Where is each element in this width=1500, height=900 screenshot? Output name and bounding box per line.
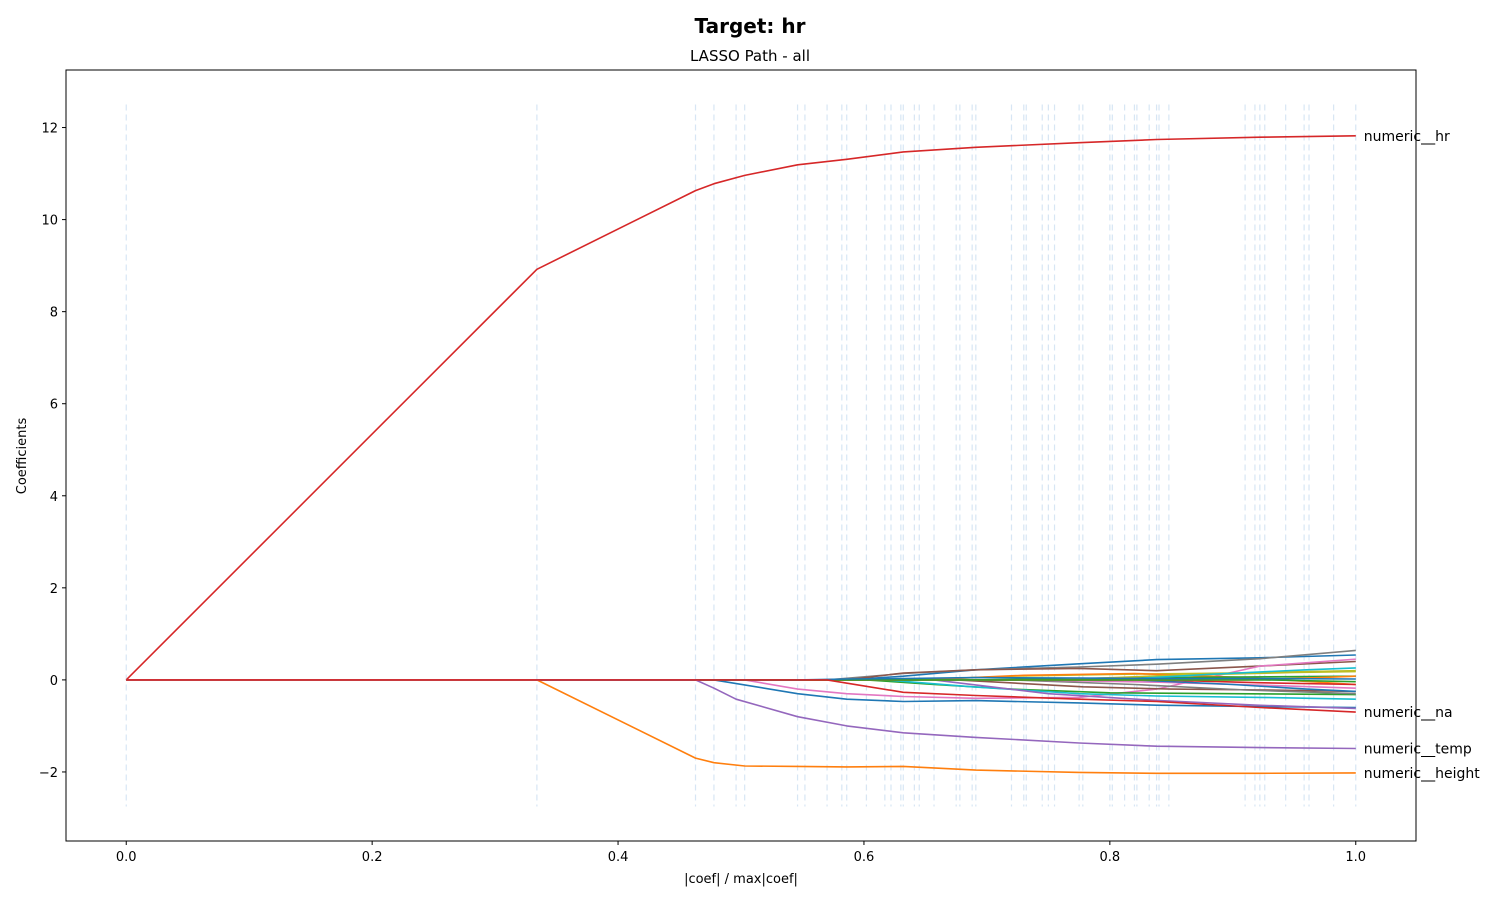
path-coef-a xyxy=(126,679,1356,709)
y-tick-label: 4 xyxy=(50,490,58,505)
y-tick-label: 2 xyxy=(50,582,58,597)
x-tick-label: 0.8 xyxy=(1100,850,1121,865)
y-tick-label: 0 xyxy=(50,674,58,689)
end-label-numeric--temp: numeric__temp xyxy=(1364,741,1472,757)
x-axis-label: |coef| / max|coef| xyxy=(684,872,798,887)
y-axis-ticks: −2 0 2 4 6 8 10 12 xyxy=(39,122,66,781)
y-tick-label: 10 xyxy=(41,214,58,229)
path-numeric--hr xyxy=(125,135,1356,681)
x-tick-label: 1.0 xyxy=(1345,850,1366,865)
x-tick-label: 0.0 xyxy=(116,850,137,865)
figure-suptitle: Target: hr xyxy=(694,14,806,38)
end-label-numeric--hr: numeric__hr xyxy=(1364,129,1450,145)
y-tick-label: −2 xyxy=(39,766,58,781)
y-tick-label: 6 xyxy=(50,398,58,413)
plot-frame xyxy=(65,69,1417,842)
x-tick-label: 0.6 xyxy=(854,850,875,865)
x-tick-label: 0.2 xyxy=(362,850,383,865)
x-tick-label: 0.4 xyxy=(608,850,629,865)
end-label-numeric--na: numeric__na xyxy=(1364,705,1453,721)
coefficient-paths xyxy=(125,135,1356,775)
y-tick-label: 12 xyxy=(41,122,58,137)
y-axis-label: Coefficients xyxy=(15,418,30,495)
alpha-step-lines xyxy=(125,104,1357,807)
x-axis-ticks: 0.0 0.2 0.4 0.6 0.8 1.0 xyxy=(116,841,1366,865)
end-label-numeric--height: numeric__height xyxy=(1364,766,1480,782)
series-end-labels: numeric__hr numeric__height numeric__temp n… xyxy=(1364,129,1480,782)
y-tick-label: 8 xyxy=(50,306,58,321)
path-numeric--temp xyxy=(126,679,1356,750)
chart-title: LASSO Path - all xyxy=(689,47,810,65)
path-numeric--na xyxy=(126,679,1356,713)
path-numeric--height xyxy=(126,679,1356,775)
